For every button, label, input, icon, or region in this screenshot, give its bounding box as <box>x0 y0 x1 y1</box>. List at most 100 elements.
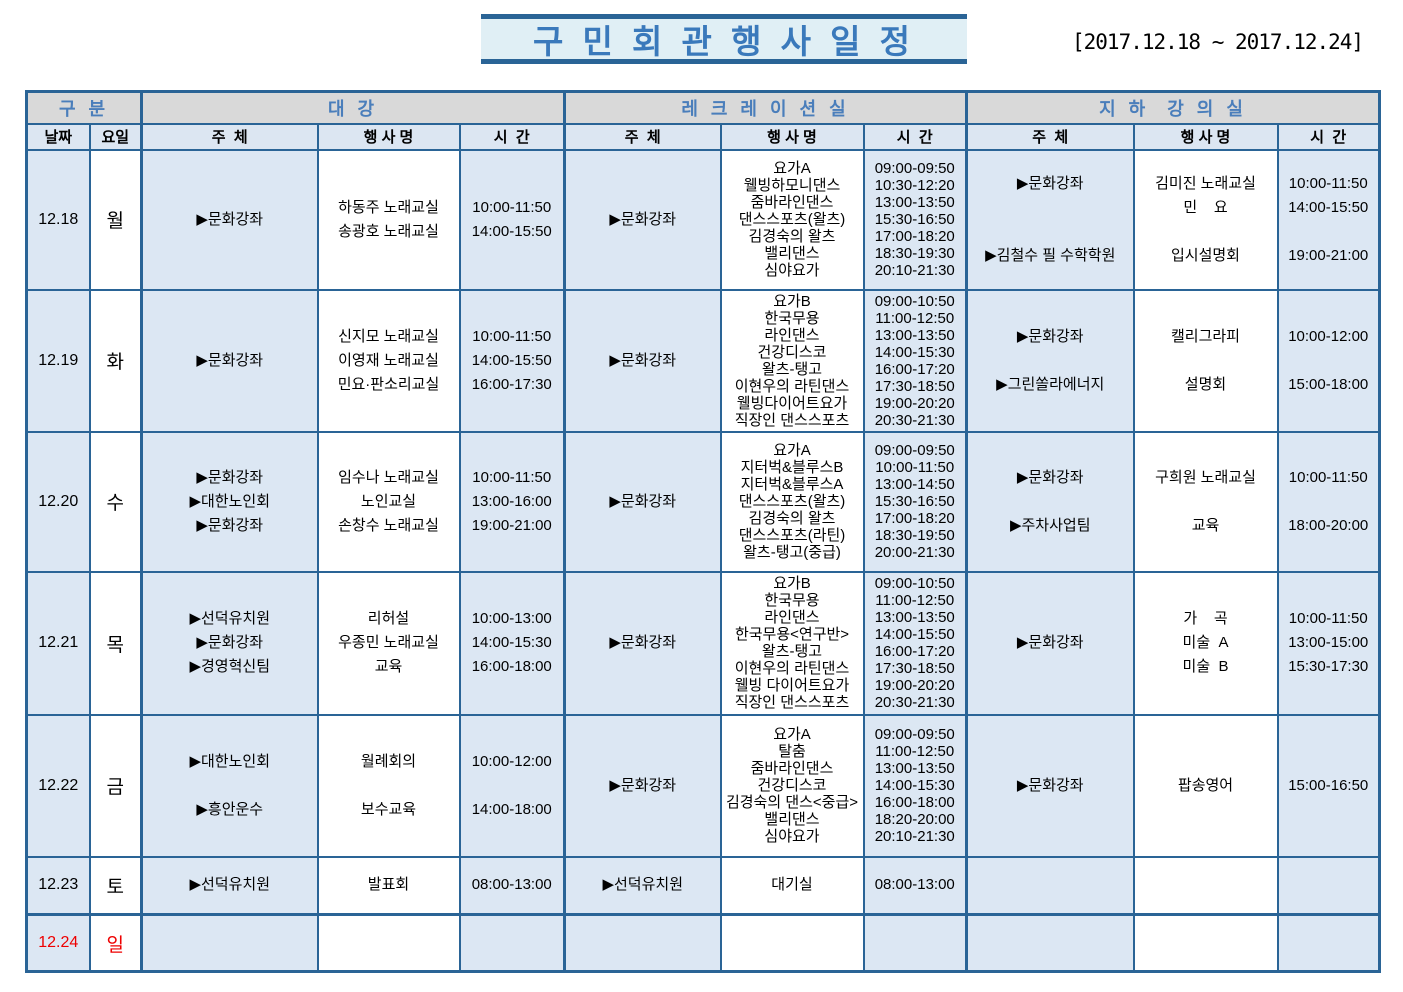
daegang-time-cell: 10:00-11:50 13:00-16:00 19:00-21:00 <box>458 430 566 573</box>
daegang-host-cell: ▶문화강좌 <box>140 148 319 291</box>
recreation-event-cell: 요가A 지터벅&블루스B 지터벅&블루스A 댄스스포츠(왈츠) 김경숙의 왈츠 … <box>719 430 865 573</box>
column-header-daegang-time: 시 간 <box>458 122 566 151</box>
recreation-host-cell: ▶문화강좌 <box>563 288 722 433</box>
recreation-time-cell: 08:00-13:00 <box>862 855 968 916</box>
title-banner: 구 민 회 관 행 사 일 정 <box>481 14 967 64</box>
table-row: 12.19 화 ▶문화강좌 신지모 노래교실 이영재 노래교실 민요·판소리교실… <box>25 288 1381 433</box>
page-title: 구 민 회 관 행 사 일 정 <box>532 23 916 60</box>
basement-time-cell: 15:00-16:50 <box>1276 713 1381 858</box>
date-cell: 12.24 <box>25 913 91 973</box>
date-cell: 12.18 <box>25 148 91 291</box>
date-cell: 12.20 <box>25 430 91 573</box>
recreation-time-cell: 09:00-10:50 11:00-12:50 13:00-13:50 14:0… <box>862 570 968 716</box>
group-header-daegang: 대 강 <box>140 90 566 125</box>
basement-time-cell: 10:00-11:50 13:00-15:00 15:30-17:30 <box>1276 570 1381 716</box>
recreation-host-cell: ▶문화강좌 <box>563 570 722 716</box>
basement-event-cell: 팝송영어 <box>1132 713 1279 858</box>
basement-time-cell: 10:00-11:50 14:00-15:50 19:00-21:00 <box>1276 148 1381 291</box>
basement-event-cell <box>1132 855 1279 916</box>
basement-event-cell: 캘리그라피 설명회 <box>1132 288 1279 433</box>
daegang-time-cell: 10:00-11:50 14:00-15:50 <box>458 148 566 291</box>
basement-time-cell: 10:00-12:00 15:00-18:00 <box>1276 288 1381 433</box>
recreation-time-cell: 09:00-09:50 10:30-12:20 13:00-13:50 15:3… <box>862 148 968 291</box>
schedule-table: 구 분 대 강 레 크 레 이 션 실 지 하 강 의 실 날짜 요일 주 체 … <box>25 90 1381 973</box>
daegang-time-cell: 10:00-11:50 14:00-15:50 16:00-17:30 <box>458 288 566 433</box>
daegang-event-cell <box>316 913 461 973</box>
basement-time-cell: 10:00-11:50 18:00-20:00 <box>1276 430 1381 573</box>
table-row: 12.20 수 ▶문화강좌 ▶대한노인회 ▶문화강좌 임수나 노래교실 노인교실… <box>25 430 1381 573</box>
daegang-host-cell: ▶문화강좌 <box>140 288 319 433</box>
recreation-host-cell: ▶선덕유치원 <box>563 855 722 916</box>
basement-host-cell: ▶문화강좌 ▶그린쏠라에너지 <box>965 288 1135 433</box>
recreation-host-cell: ▶문화강좌 <box>563 430 722 573</box>
group-header-row: 구 분 대 강 레 크 레 이 션 실 지 하 강 의 실 <box>25 90 1381 125</box>
column-header-daegang-event: 행 사 명 <box>316 122 461 151</box>
basement-event-cell: 김미진 노래교실 민 요 입시설명회 <box>1132 148 1279 291</box>
recreation-time-cell: 09:00-10:50 11:00-12:50 13:00-13:50 14:0… <box>862 288 968 433</box>
basement-time-cell <box>1276 855 1381 916</box>
day-cell: 토 <box>88 855 143 916</box>
recreation-host-cell <box>563 913 722 973</box>
date-cell: 12.22 <box>25 713 91 858</box>
recreation-host-cell: ▶문화강좌 <box>563 148 722 291</box>
daegang-time-cell: 08:00-13:00 <box>458 855 566 916</box>
basement-host-cell <box>965 855 1135 916</box>
recreation-event-cell: 요가B 한국무용 라인댄스 건강디스코 왈츠-탱고 이현우의 라틴댄스 웰빙다이… <box>719 288 865 433</box>
table-row: 12.18 월 ▶문화강좌 하동주 노래교실 송광호 노래교실 10:00-11… <box>25 148 1381 291</box>
recreation-event-cell: 요가B 한국무용 라인댄스 한국무용<연구반> 왈츠-탱고 이현우의 라틴댄스 … <box>719 570 865 716</box>
basement-host-cell: ▶문화강좌 ▶주차사업팀 <box>965 430 1135 573</box>
recreation-time-cell: 09:00-09:50 11:00-12:50 13:00-13:50 14:0… <box>862 713 968 858</box>
table-row: 12.24 일 <box>25 913 1381 973</box>
column-header-recreation-event: 행 사 명 <box>719 122 865 151</box>
day-cell: 화 <box>88 288 143 433</box>
column-header-day: 요일 <box>88 122 143 151</box>
daegang-event-cell: 월례회의 보수교육 <box>316 713 461 858</box>
basement-event-cell <box>1132 913 1279 973</box>
daegang-time-cell: 10:00-12:00 14:00-18:00 <box>458 713 566 858</box>
basement-host-cell: ▶문화강좌 <box>965 570 1135 716</box>
daegang-host-cell: ▶문화강좌 ▶대한노인회 ▶문화강좌 <box>140 430 319 573</box>
group-header-basement: 지 하 강 의 실 <box>965 90 1381 125</box>
daegang-time-cell: 10:00-13:00 14:00-15:30 16:00-18:00 <box>458 570 566 716</box>
daegang-host-cell <box>140 913 319 973</box>
day-cell: 목 <box>88 570 143 716</box>
basement-event-cell: 구희원 노래교실 교육 <box>1132 430 1279 573</box>
group-header-gubun: 구 분 <box>25 90 143 125</box>
recreation-event-cell <box>719 913 865 973</box>
recreation-host-cell: ▶문화강좌 <box>563 713 722 858</box>
daegang-event-cell: 임수나 노래교실 노인교실 손창수 노래교실 <box>316 430 461 573</box>
column-header-date: 날짜 <box>25 122 91 151</box>
column-header-recreation-host: 주 체 <box>563 122 722 151</box>
date-cell: 12.19 <box>25 288 91 433</box>
day-cell: 수 <box>88 430 143 573</box>
daegang-host-cell: ▶대한노인회 ▶흥안운수 <box>140 713 319 858</box>
date-cell: 12.23 <box>25 855 91 916</box>
daegang-time-cell <box>458 913 566 973</box>
column-header-row: 날짜 요일 주 체 행 사 명 시 간 주 체 행 사 명 시 간 주 체 행 … <box>25 122 1381 151</box>
table-row: 12.23 토 ▶선덕유치원 발표회 08:00-13:00 ▶선덕유치원 대기… <box>25 855 1381 916</box>
table-row: 12.21 목 ▶선덕유치원 ▶문화강좌 ▶경영혁신팀 리허설 우종민 노래교실… <box>25 570 1381 716</box>
basement-host-cell: ▶문화강좌 <box>965 713 1135 858</box>
column-header-basement-event: 행 사 명 <box>1132 122 1279 151</box>
recreation-time-cell <box>862 913 968 973</box>
basement-event-cell: 가 곡 미술 A 미술 B <box>1132 570 1279 716</box>
day-cell: 월 <box>88 148 143 291</box>
daegang-event-cell: 발표회 <box>316 855 461 916</box>
column-header-daegang-host: 주 체 <box>140 122 319 151</box>
daegang-event-cell: 리허설 우종민 노래교실 교육 <box>316 570 461 716</box>
table-row: 12.22 금 ▶대한노인회 ▶흥안운수 월례회의 보수교육 10:00-12:… <box>25 713 1381 858</box>
column-header-basement-host: 주 체 <box>965 122 1135 151</box>
daegang-host-cell: ▶선덕유치원 ▶문화강좌 ▶경영혁신팀 <box>140 570 319 716</box>
daegang-event-cell: 하동주 노래교실 송광호 노래교실 <box>316 148 461 291</box>
day-cell: 금 <box>88 713 143 858</box>
column-header-recreation-time: 시 간 <box>862 122 968 151</box>
basement-time-cell <box>1276 913 1381 973</box>
recreation-event-cell: 요가A 웰빙하모니댄스 줌바라인댄스 댄스스포츠(왈츠) 김경숙의 왈츠 밸리댄… <box>719 148 865 291</box>
date-range-label: [2017.12.18 ~ 2017.12.24] <box>1072 30 1364 54</box>
recreation-event-cell: 요가A 탈춤 줌바라인댄스 건강디스코 김경숙의 댄스<중급> 밸리댄스 심야요… <box>719 713 865 858</box>
column-header-basement-time: 시 간 <box>1276 122 1381 151</box>
day-cell: 일 <box>88 913 143 973</box>
recreation-time-cell: 09:00-09:50 10:00-11:50 13:00-14:50 15:3… <box>862 430 968 573</box>
group-header-recreation: 레 크 레 이 션 실 <box>563 90 968 125</box>
